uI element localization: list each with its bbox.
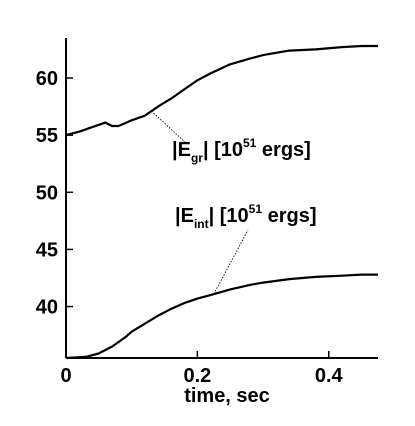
series-labels: |Egr| [1051 ergs] |Eint| [1051 ergs]	[172, 136, 317, 231]
x-tick-label: 0.4	[315, 365, 344, 387]
x-tick-label: 0.2	[183, 365, 211, 387]
series-label-0: |Egr| [1051 ergs]	[172, 136, 311, 165]
x-tick-label: 0	[60, 365, 71, 387]
series-label-1: |Eint| [1051 ergs]	[175, 202, 317, 231]
y-tick-label: 60	[36, 68, 58, 90]
x-axis-label: time, sec	[184, 385, 270, 407]
y-axis-ticks: 40 45 50 55 60	[36, 68, 73, 319]
series-leader-line	[213, 229, 249, 295]
series-lines	[65, 44, 378, 360]
y-tick-label: 40	[36, 297, 58, 319]
series-line-0	[65, 44, 378, 137]
x-axis-ticks: 0 0.2 0.4	[60, 351, 344, 387]
y-tick-label: 45	[36, 239, 58, 261]
y-tick-label: 55	[36, 125, 58, 147]
series-leader-line	[151, 110, 186, 143]
series-line-1	[65, 273, 378, 360]
y-tick-label: 50	[36, 182, 58, 204]
plot-frame	[65, 38, 378, 359]
label-leader-lines	[151, 110, 249, 295]
